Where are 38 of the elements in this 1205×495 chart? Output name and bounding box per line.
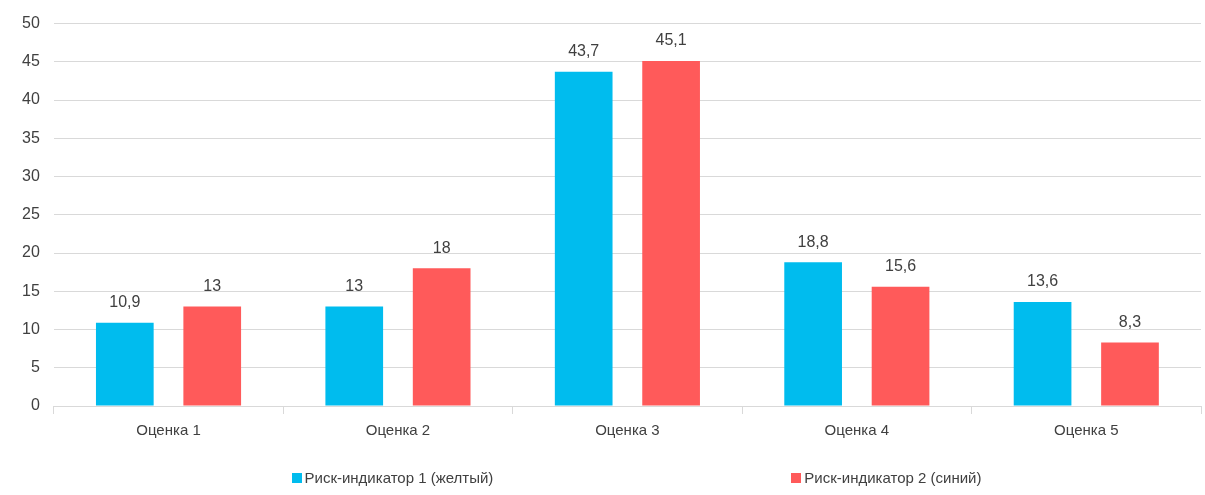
data-label: 45,1 <box>655 31 687 49</box>
y-tick-label: 45 <box>22 52 40 70</box>
legend-label: Риск-индикатор 1 (желтый) <box>304 469 494 486</box>
y-tick-label: 30 <box>22 166 40 184</box>
bar <box>642 61 700 406</box>
x-tick-label: Оценка 5 <box>1054 421 1119 439</box>
data-label: 13,6 <box>1027 272 1059 290</box>
y-tick-label: 25 <box>22 205 40 223</box>
y-tick-label: 0 <box>30 396 40 414</box>
bar <box>784 262 842 406</box>
x-tick-label: Оценка 4 <box>824 421 890 439</box>
bar <box>412 268 471 406</box>
bar <box>871 286 930 406</box>
y-tick-label: 10 <box>22 319 40 337</box>
y-tick-label: 20 <box>22 243 40 261</box>
bar <box>1101 342 1159 406</box>
data-label: 43,7 <box>568 42 600 60</box>
bar <box>325 306 384 406</box>
y-tick-label: 15 <box>22 281 40 299</box>
data-label: 18,8 <box>797 232 829 250</box>
y-tick-label: 35 <box>22 128 40 146</box>
bar <box>183 306 242 406</box>
x-tick-label: Оценка 2 <box>365 421 431 439</box>
bar <box>95 322 154 406</box>
y-tick-label: 40 <box>22 90 40 108</box>
y-tick-label: 5 <box>30 358 40 376</box>
legend-label: Риск-индикатор 2 (синий) <box>804 469 982 486</box>
data-label: 13 <box>345 276 364 294</box>
data-label: 8,3 <box>1118 312 1142 330</box>
data-label: 13 <box>203 276 222 294</box>
data-label: 18 <box>432 238 451 256</box>
data-label: 10,9 <box>109 293 141 311</box>
x-tick-label: Оценка 1 <box>136 421 201 439</box>
bar <box>554 71 613 406</box>
data-label: 15,6 <box>884 257 917 275</box>
x-tick-label: Оценка 3 <box>595 421 660 439</box>
y-tick-label: 50 <box>22 14 40 32</box>
bar <box>1013 301 1072 406</box>
